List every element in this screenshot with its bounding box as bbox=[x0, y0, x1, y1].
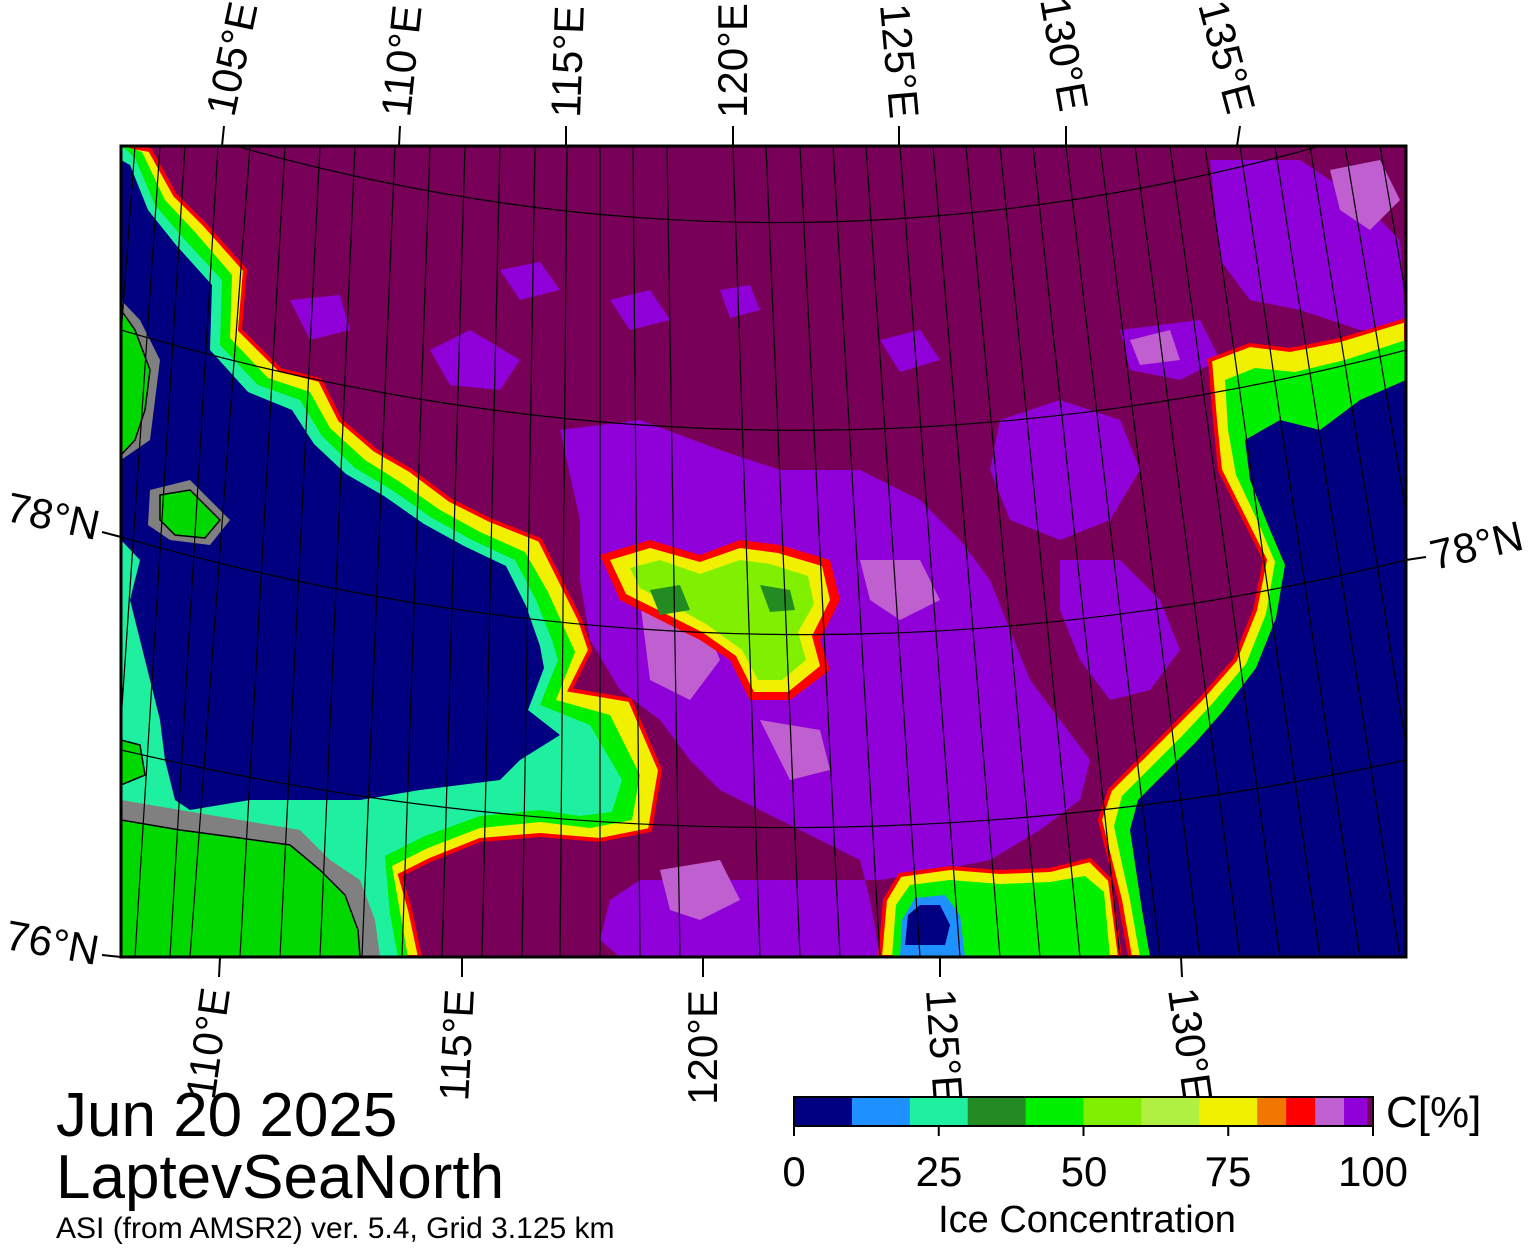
top-lon-label: 120°E bbox=[709, 3, 756, 118]
top-lon-label: 105°E bbox=[197, 0, 267, 120]
colorbar-bin-7 bbox=[1199, 1097, 1258, 1126]
left-lat-label: 78°N bbox=[2, 483, 104, 548]
product-note: ASI (from AMSR2) ver. 5.4, Grid 3.125 km bbox=[56, 1212, 615, 1245]
colorbar-bin-9 bbox=[1286, 1097, 1316, 1126]
top-lon-label: 130°E bbox=[1031, 0, 1097, 115]
colorbar-bin-1 bbox=[851, 1097, 911, 1126]
colorbar-bin-11 bbox=[1344, 1097, 1368, 1126]
colorbar-bin-6 bbox=[1141, 1097, 1200, 1126]
colorbar-bin-2 bbox=[909, 1097, 969, 1126]
colorbar-title: Ice Concentration bbox=[938, 1199, 1236, 1241]
colorbar-tick-label: 25 bbox=[915, 1148, 963, 1195]
top-lon-label: 115°E bbox=[542, 5, 593, 118]
colorbar-bin-4 bbox=[1025, 1097, 1084, 1126]
bottom-lon-label: 130°E bbox=[1159, 985, 1222, 1105]
colorbar-bin-5 bbox=[1083, 1097, 1142, 1126]
colorbar-tick-label: 100 bbox=[1337, 1148, 1409, 1195]
central-ice-cluster bbox=[600, 540, 840, 700]
top-lon-label: 125°E bbox=[871, 2, 928, 121]
colorbar-bin-3 bbox=[967, 1097, 1027, 1126]
bottom-lon-label: 115°E bbox=[430, 988, 483, 1102]
bottom-lon-label: 125°E bbox=[917, 987, 972, 1105]
colorbar-tick-label: 50 bbox=[1060, 1148, 1108, 1195]
colorbar-tick-label: 0 bbox=[782, 1148, 806, 1195]
southeast-bay bbox=[877, 857, 1123, 957]
top-lon-label: 135°E bbox=[1189, 0, 1264, 118]
region-title: LaptevSeaNorth bbox=[56, 1143, 505, 1212]
colorbar-bin-8 bbox=[1257, 1097, 1287, 1126]
top-lon-label: 110°E bbox=[372, 3, 430, 119]
map-frame bbox=[119, 144, 1408, 959]
top-longitude-labels: 105°E 110°E 115°E 120°E 125°E 130°E 135°… bbox=[197, 0, 1265, 120]
open-water-east bbox=[1130, 380, 1406, 957]
colorbar-bin-12 bbox=[1367, 1097, 1374, 1126]
colorbar-unit: C[%] bbox=[1386, 1088, 1482, 1137]
colorbar-bin-10 bbox=[1315, 1097, 1345, 1126]
axis-ticks bbox=[101, 125, 1427, 978]
left-lat-label: 76°N bbox=[2, 911, 103, 974]
bottom-lon-label: 120°E bbox=[679, 990, 726, 1105]
right-lat-label: 78°N bbox=[1425, 512, 1527, 579]
colorbar-bin-0 bbox=[794, 1097, 853, 1126]
bottom-longitude-labels: 110°E 115°E 120°E 125°E 130°E bbox=[177, 985, 1222, 1106]
colorbar-tick-label: 75 bbox=[1204, 1148, 1252, 1195]
graticule bbox=[121, 146, 1406, 957]
date-title: Jun 20 2025 bbox=[56, 1081, 398, 1150]
colorbar bbox=[793, 1096, 1374, 1136]
land-mass bbox=[121, 300, 380, 957]
